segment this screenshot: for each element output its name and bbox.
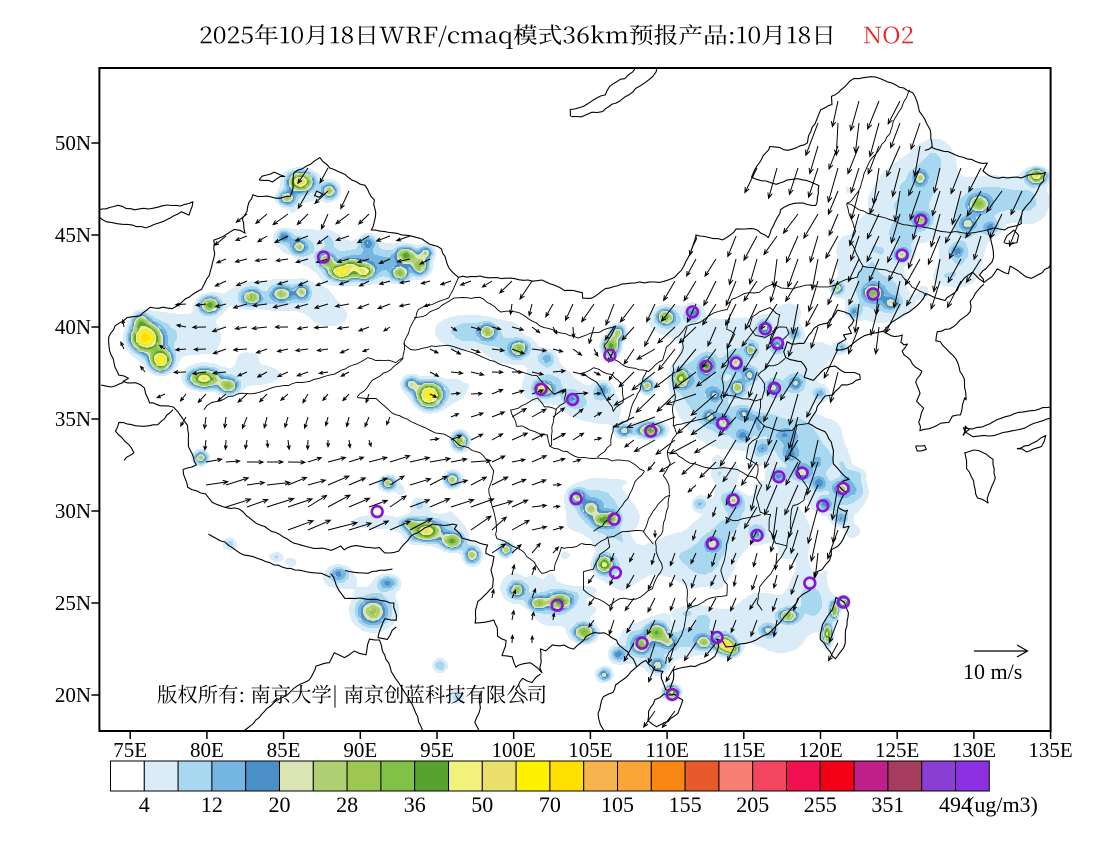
svg-text:351: 351 — [871, 792, 904, 817]
svg-text:50N: 50N — [55, 131, 91, 155]
svg-text:12: 12 — [201, 792, 223, 817]
svg-text:10 m/s: 10 m/s — [963, 659, 1022, 684]
svg-text:155: 155 — [669, 792, 702, 817]
svg-text:95E: 95E — [420, 738, 454, 762]
svg-text:4: 4 — [139, 792, 150, 817]
svg-text:40N: 40N — [55, 315, 91, 339]
svg-text:50: 50 — [471, 792, 493, 817]
svg-text:20N: 20N — [55, 683, 91, 707]
svg-text:255: 255 — [804, 792, 837, 817]
svg-text:105: 105 — [601, 792, 634, 817]
svg-text:28: 28 — [336, 792, 358, 817]
svg-text:(ug/m3): (ug/m3) — [967, 792, 1038, 817]
svg-text:25N: 25N — [55, 591, 91, 615]
svg-text:80E: 80E — [190, 738, 224, 762]
svg-text:135E: 135E — [1028, 738, 1072, 762]
svg-text:70: 70 — [539, 792, 561, 817]
svg-text:205: 205 — [736, 792, 769, 817]
svg-text:30N: 30N — [55, 499, 91, 523]
svg-text:85E: 85E — [267, 738, 301, 762]
svg-text:105E: 105E — [568, 738, 612, 762]
svg-text:120E: 120E — [798, 738, 842, 762]
svg-text:20: 20 — [269, 792, 291, 817]
svg-text:100E: 100E — [492, 738, 536, 762]
svg-text:130E: 130E — [952, 738, 996, 762]
svg-text:90E: 90E — [343, 738, 377, 762]
svg-text:45N: 45N — [55, 223, 91, 247]
svg-text:36: 36 — [404, 792, 426, 817]
svg-text:494: 494 — [939, 792, 972, 817]
svg-text:115E: 115E — [722, 738, 766, 762]
svg-text:110E: 110E — [645, 738, 689, 762]
svg-text:75E: 75E — [113, 738, 147, 762]
svg-text:125E: 125E — [875, 738, 919, 762]
svg-text:35N: 35N — [55, 407, 91, 431]
